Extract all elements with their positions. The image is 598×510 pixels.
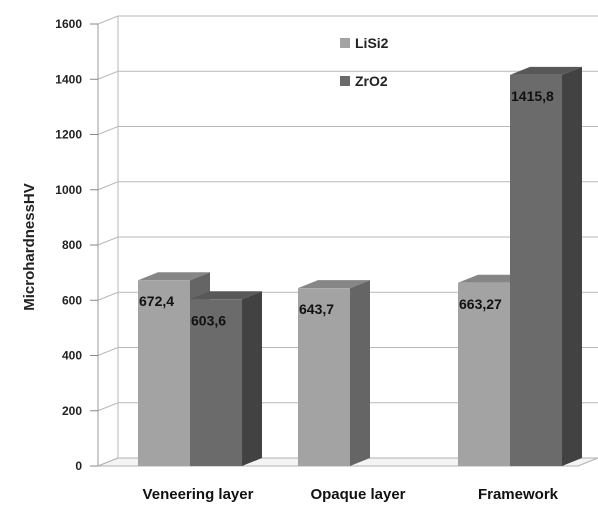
y-tick-label: 400 xyxy=(62,349,82,363)
legend-swatch xyxy=(340,38,350,48)
data-label: 603,6 xyxy=(191,312,226,328)
y-tick-label: 800 xyxy=(62,238,82,252)
y-tick-label: 1600 xyxy=(55,17,82,31)
bar-side xyxy=(350,280,370,466)
bar-side xyxy=(242,291,262,466)
y-tick-label: 0 xyxy=(75,459,82,473)
y-axis-title: MicrohardnessHV xyxy=(21,183,38,311)
gridline-side xyxy=(97,347,119,356)
data-label: 1415,8 xyxy=(511,88,554,104)
y-tick-label: 600 xyxy=(62,293,82,307)
bar-zro2-1 xyxy=(190,291,262,466)
legend-swatch xyxy=(340,76,350,86)
gridline-side xyxy=(97,402,119,412)
bar-top xyxy=(190,291,262,300)
bar-front xyxy=(298,288,350,466)
y-tick-label: 1400 xyxy=(55,72,82,86)
data-labels: 672,4 603,6 643,7 663,27 1415,8 xyxy=(139,88,554,328)
y-tick-label: 200 xyxy=(62,404,82,418)
gridline-side xyxy=(97,126,119,135)
data-label: 663,27 xyxy=(459,296,502,312)
bar-zro2-3 xyxy=(510,66,582,466)
gridline-side xyxy=(97,291,119,301)
y-axis-ticks: 0 200 400 600 800 1000 1200 1400 1600 xyxy=(55,17,98,473)
bar-top xyxy=(298,280,370,289)
bar-front xyxy=(190,299,242,466)
gridline-side xyxy=(97,236,119,246)
x-category-label: Opaque layer xyxy=(310,486,405,503)
x-category-label: Framework xyxy=(478,486,559,503)
x-axis-categories: Veneering layer Opaque layer Framework xyxy=(143,486,559,503)
bars xyxy=(138,66,582,466)
bar-top xyxy=(138,272,210,281)
gridline-side xyxy=(97,70,119,80)
x-category-label: Veneering layer xyxy=(143,486,254,503)
bar-top xyxy=(510,66,582,75)
gridline-side xyxy=(97,15,119,25)
bar-front xyxy=(458,282,510,466)
bar-side xyxy=(562,66,582,466)
data-label: 672,4 xyxy=(139,293,174,309)
gridline-side xyxy=(97,181,119,191)
legend: LiSi2 ZrO2 xyxy=(340,35,389,89)
legend-label: ZrO2 xyxy=(355,73,388,89)
y-tick-label: 1200 xyxy=(55,128,82,142)
legend-label: LiSi2 xyxy=(355,35,389,51)
bar-lisi2-2 xyxy=(298,280,370,466)
bar-front xyxy=(510,74,562,466)
data-label: 643,7 xyxy=(299,301,334,317)
bar-front xyxy=(138,280,190,466)
y-tick-label: 1000 xyxy=(55,183,82,197)
